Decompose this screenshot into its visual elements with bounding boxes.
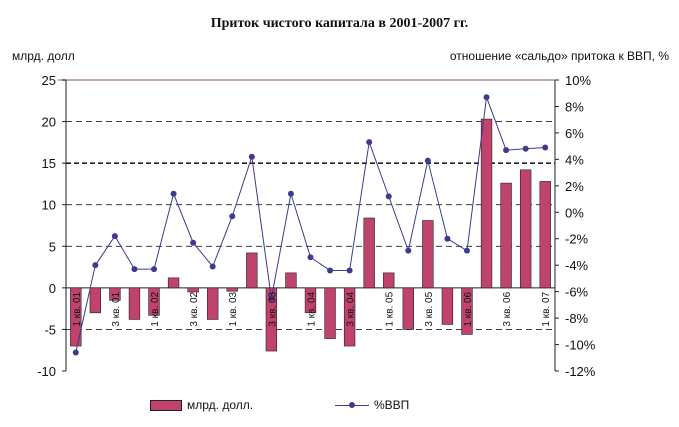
left-tick-label: 15 xyxy=(42,156,56,171)
bar xyxy=(402,287,414,330)
bar xyxy=(187,287,199,293)
line-point xyxy=(209,263,216,270)
left-tick-label: 25 xyxy=(42,73,56,88)
bar xyxy=(304,287,317,314)
line-point xyxy=(385,193,392,200)
bar-legend-swatch xyxy=(150,399,182,411)
left-tick-label: -10 xyxy=(37,364,56,379)
left-axis-label: млрд. долл xyxy=(12,49,75,63)
line-point xyxy=(327,267,334,274)
bar xyxy=(324,287,336,339)
right-tick-label: -2% xyxy=(565,232,589,247)
bar-legend-label: млрд. долл. xyxy=(187,398,254,412)
bar xyxy=(70,287,82,347)
right-tick-label: -12% xyxy=(565,364,596,379)
bar xyxy=(539,181,551,289)
left-tick-label: 10 xyxy=(42,198,56,213)
legend-line-entry: %ВВП xyxy=(335,398,409,412)
bar xyxy=(285,272,297,289)
line-point xyxy=(542,144,549,151)
line-point xyxy=(366,139,373,146)
line-point xyxy=(424,157,431,164)
line-point xyxy=(248,153,255,160)
bar xyxy=(480,118,493,289)
category-label: 3 кв. 06 xyxy=(502,291,513,326)
left-tick-label: -5 xyxy=(44,322,56,337)
right-tick-label: 2% xyxy=(565,179,584,194)
line-point xyxy=(190,239,197,246)
category-label: 3 кв. 05 xyxy=(424,291,435,326)
category-label: 1 кв. 01 xyxy=(72,291,83,326)
category-label: 1 кв. 07 xyxy=(541,291,552,326)
line-point xyxy=(170,190,177,197)
right-tick-label: -6% xyxy=(565,285,589,300)
category-label: 3 кв. 04 xyxy=(346,291,357,326)
right-tick-label: 6% xyxy=(565,126,584,141)
line-legend-label: %ВВП xyxy=(374,398,410,412)
line-point xyxy=(463,247,470,254)
right-tick-label: 0% xyxy=(565,205,584,220)
line-point xyxy=(503,147,510,154)
bar xyxy=(226,287,238,292)
bar xyxy=(441,287,454,325)
line-point xyxy=(151,266,158,273)
left-tick-label: 0 xyxy=(49,281,56,296)
bar xyxy=(519,169,532,289)
bar xyxy=(422,220,434,289)
right-tick-label: -10% xyxy=(565,338,596,353)
line-legend-swatch xyxy=(335,400,369,410)
category-label: 1 кв. 03 xyxy=(228,291,239,326)
legend-bar-entry: млрд. долл. xyxy=(150,398,253,412)
bar xyxy=(500,182,512,289)
line-point xyxy=(483,94,490,101)
left-tick-label: 20 xyxy=(42,115,56,130)
bar xyxy=(207,287,219,320)
right-tick-label: -8% xyxy=(565,311,589,326)
category-label: 3 кв. 03 xyxy=(267,291,278,326)
bar xyxy=(128,287,141,320)
bar xyxy=(363,217,375,289)
category-label: 1 кв. 05 xyxy=(385,291,396,326)
left-tick-label: 5 xyxy=(49,239,56,254)
bar xyxy=(89,287,102,314)
bar xyxy=(383,272,395,289)
line-point xyxy=(444,235,451,242)
category-label: 1 кв. 06 xyxy=(463,291,474,326)
category-label: 3 кв. 01 xyxy=(111,291,122,326)
bar xyxy=(343,287,356,347)
line-point xyxy=(346,267,353,274)
bar xyxy=(461,287,473,335)
line-point xyxy=(92,262,99,269)
category-label: 1 кв. 02 xyxy=(150,291,161,326)
line-point xyxy=(268,295,275,302)
chart-title: Приток чистого капитала в 2001-2007 гг. xyxy=(210,16,469,31)
right-tick-label: 8% xyxy=(565,99,584,114)
line-point xyxy=(287,190,294,197)
right-axis-label: отношение «сальдо» притока к ВВП, % xyxy=(449,49,669,63)
line-point xyxy=(307,254,314,261)
bar xyxy=(109,287,121,301)
line-point xyxy=(72,349,79,356)
line-point xyxy=(131,266,138,273)
line-point xyxy=(522,145,529,152)
right-tick-label: 4% xyxy=(565,152,584,167)
bar xyxy=(167,277,180,289)
category-label: 1 кв. 04 xyxy=(307,291,318,326)
right-tick-label: -4% xyxy=(565,258,589,273)
right-tick-label: 10% xyxy=(565,73,591,88)
bar xyxy=(246,252,258,289)
line-point xyxy=(111,233,118,240)
category-label: 3 кв. 02 xyxy=(189,291,200,326)
bar xyxy=(265,287,278,352)
bar xyxy=(148,287,160,316)
line-point xyxy=(405,247,412,254)
line-point xyxy=(229,213,236,220)
